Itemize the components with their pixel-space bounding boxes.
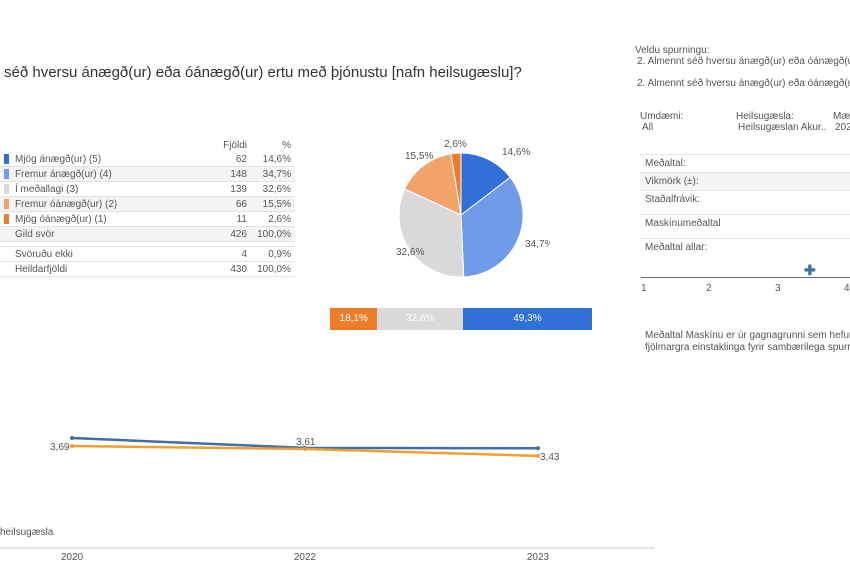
- filter-clinic[interactable]: Heilsugæslan Akur..: [738, 122, 827, 133]
- x-tick: 2023: [527, 552, 550, 563]
- table-row: Fremur óánægð(ur) (2) 66 15,5%: [0, 196, 295, 212]
- row-count: 426: [213, 226, 251, 242]
- pie-chart: 14,6% 34,7% 32,6% 15,5% 2,6%: [396, 139, 550, 278]
- filter-district[interactable]: All: [642, 122, 654, 133]
- row-label: Gild svör: [15, 228, 55, 240]
- row-pct: 15,5%: [251, 196, 295, 212]
- legend-swatch: [4, 153, 9, 164]
- question-text: 2. Almennt séð hversu ánægð(ur) eða óánæ…: [637, 78, 850, 89]
- pie-slice: [450, 152, 462, 216]
- data-label: 3,43: [540, 452, 560, 463]
- row-pct: 0,9%: [251, 246, 295, 262]
- legend-label: heilsugæsla: [0, 527, 54, 538]
- data-point: [303, 447, 307, 452]
- row-count: 11: [213, 211, 251, 227]
- stacked-bar: 18,1% 32,6% 49,3%: [330, 308, 592, 330]
- row-pct: 34,7%: [251, 166, 295, 182]
- table-row: Svöruðu ekki 4 0,9%: [0, 246, 295, 262]
- row-label: Heildarfjöldi: [15, 263, 68, 275]
- bar-segment: 32,6%: [377, 308, 463, 330]
- filter-district-label: Umdæmi:: [640, 111, 684, 122]
- pie-slice: [398, 188, 465, 278]
- row-pct: 32,6%: [251, 181, 295, 197]
- pie-slice: [460, 152, 511, 217]
- data-point: [536, 446, 540, 451]
- select-label: Veldu spurningu:: [635, 45, 710, 56]
- scale-axis: [641, 277, 850, 278]
- row-count: 62: [213, 152, 251, 167]
- col-pct: %: [282, 139, 291, 151]
- pie-label: 2,6%: [444, 139, 467, 150]
- question-select[interactable]: 2. Almennt séð hversu ánægð(ur) eða óánæ…: [637, 56, 850, 67]
- table-row: Mjög óánægð(ur) (1) 11 2,6%: [0, 211, 295, 227]
- stat-mean-all: Meðaltal allar:: [640, 238, 850, 256]
- data-label: 3,69: [50, 442, 70, 453]
- stat-mean: Meðaltal:: [640, 154, 850, 172]
- row-label: Svöruðu ekki: [15, 248, 73, 260]
- filter-clinic-label: Heilsugæsla:: [736, 111, 794, 122]
- stat-sd: Staðalfrávik:: [640, 190, 850, 208]
- table-row: Gild svör 426 100,0%: [0, 226, 295, 242]
- pie-label: 32,6%: [396, 247, 424, 258]
- note: Meðaltal Maskínu er úr gagnagrunni sem h…: [645, 330, 850, 341]
- row-label: Mjög ánægð(ur) (5): [15, 153, 102, 165]
- row-pct: 100,0%: [251, 261, 295, 277]
- x-tick: 2022: [294, 552, 317, 563]
- legend-swatch: [4, 198, 9, 209]
- pie-label: 15,5%: [405, 151, 433, 162]
- table-row: Í meðallagi (3) 139 32,6%: [0, 181, 295, 197]
- line-chart: 3,69 3,61 3,43 2020 2022 2023 heilsugæsla: [0, 436, 655, 563]
- note: fjölmargra einstaklinga fyrir sambærileg…: [645, 342, 850, 353]
- axis-tick: 4: [844, 283, 850, 294]
- mean-marker-icon: ✚: [804, 262, 816, 278]
- row-pct: 100,0%: [251, 226, 295, 242]
- filter-measure-label: Mæ: [833, 111, 850, 122]
- col-count: Fjöldi: [223, 139, 247, 151]
- axis-tick: 1: [641, 283, 647, 294]
- pie-slice: [404, 153, 462, 216]
- pie-label: 34,7%: [525, 239, 550, 250]
- legend-swatch: [4, 168, 9, 179]
- filter-measure[interactable]: 202: [835, 122, 850, 133]
- stat-maskina-mean: Maskínumeðaltal: [640, 214, 850, 232]
- table-row: Heildarfjöldi 430 100,0%: [0, 261, 295, 277]
- row-label: Fremur ánægð(ur) (4): [15, 168, 112, 180]
- row-label: Mjög óánægð(ur) (1): [15, 213, 107, 225]
- bar-segment: 18,1%: [330, 308, 378, 330]
- row-count: 148: [213, 166, 251, 182]
- row-count: 430: [213, 261, 251, 277]
- frequency-table: Fjöldi% Mjög ánægð(ur) (5) 62 14,6% Fremur …: [0, 138, 295, 277]
- table-row: Fremur ánægð(ur) (4) 148 34,7%: [0, 166, 295, 182]
- data-point: [70, 436, 74, 441]
- row-count: 66: [213, 196, 251, 212]
- table-row: Mjög ánægð(ur) (5) 62 14,6%: [0, 152, 295, 167]
- data-point: [70, 444, 74, 448]
- axis-tick: 2: [706, 283, 712, 294]
- page-title: séð hversu ánægð(ur) eða óánægð(ur) ertu…: [4, 64, 522, 81]
- legend-swatch: [4, 213, 9, 224]
- pie-label: 14,6%: [502, 147, 530, 158]
- row-label: Fremur óánægð(ur) (2): [15, 198, 118, 210]
- row-count: 139: [213, 181, 251, 197]
- row-count: 4: [213, 246, 251, 262]
- row-pct: 14,6%: [251, 152, 295, 167]
- row-pct: 2,6%: [251, 211, 295, 227]
- pie-slice: [460, 176, 524, 278]
- row-label: Í meðallagi (3): [15, 183, 79, 195]
- data-label: 3,61: [296, 437, 316, 448]
- stat-margin: Vikmörk (±):: [640, 172, 850, 190]
- data-point: [536, 453, 540, 458]
- bar-segment: 49,3%: [462, 308, 592, 330]
- legend-swatch: [4, 183, 9, 194]
- axis-tick: 3: [775, 283, 781, 294]
- x-tick: 2020: [61, 552, 84, 563]
